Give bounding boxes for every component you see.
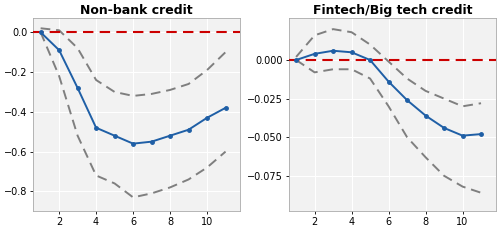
Title: Fintech/Big tech credit: Fintech/Big tech credit	[312, 4, 472, 17]
Title: Non-bank credit: Non-bank credit	[80, 4, 193, 17]
